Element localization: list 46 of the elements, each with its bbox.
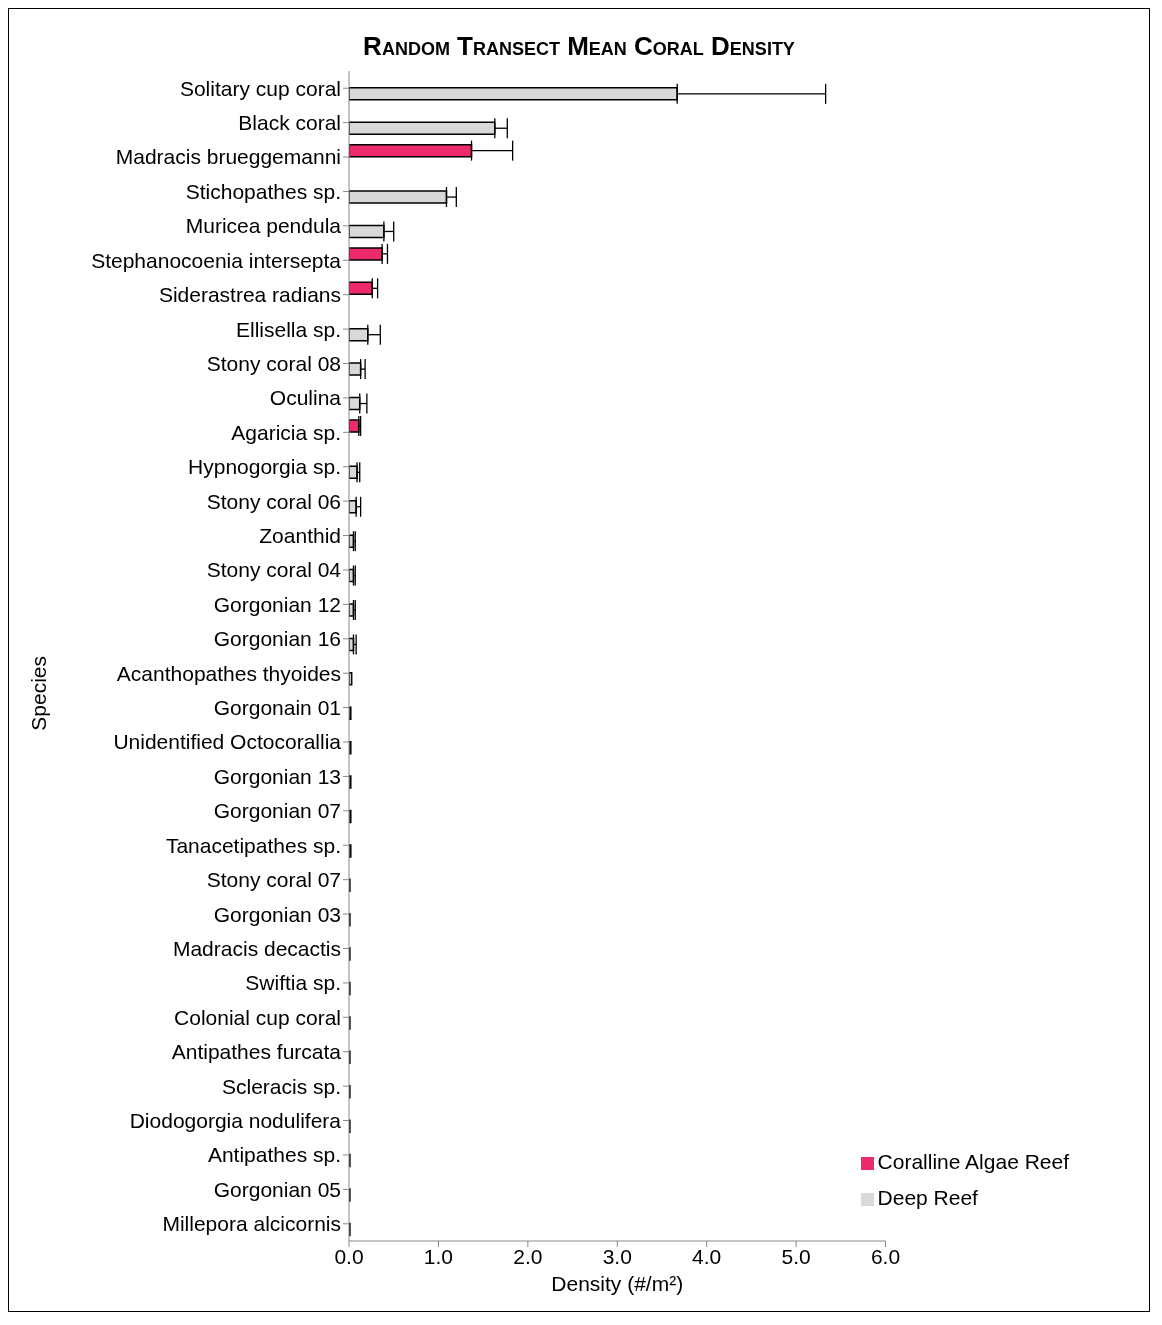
y-tick-label: Ellisella sp. — [235, 317, 341, 341]
x-axis-title: Density (#/m²) — [551, 1272, 684, 1295]
x-tick-label: 4.0 — [692, 1244, 722, 1268]
y-tick-label: Black coral — [238, 111, 341, 135]
y-tick-label: Muricea pendula — [185, 214, 342, 238]
x-tick-label: 0.0 — [334, 1244, 364, 1268]
x-tick-label: 2.0 — [513, 1244, 543, 1268]
y-tick-label: Unidentified Octocorallia — [113, 730, 342, 754]
y-tick-label: Oculina — [269, 386, 342, 410]
y-tick-label: Gorgonian 12 — [213, 592, 341, 616]
y-tick-label: Hypnogorgia sp. — [188, 455, 341, 479]
y-tick-label: Swiftia sp. — [245, 971, 341, 995]
y-tick-label: Gorgonian 16 — [213, 627, 341, 651]
legend-label: Coralline Algae Reef — [877, 1150, 1069, 1173]
y-tick-label: Madracis decactis — [172, 936, 341, 960]
legend-label: Deep Reef — [877, 1186, 978, 1209]
y-tick-label: Tanacetipathes sp. — [165, 833, 341, 857]
y-tick-label: Millepora alcicornis — [162, 1212, 341, 1236]
y-axis-title: Species — [27, 656, 51, 731]
chart-title: Random Transect Mean Coral Density — [362, 30, 796, 63]
y-tick-label: Stony coral 07 — [206, 868, 341, 892]
y-tick-label: Scleracis sp. — [221, 1074, 341, 1098]
y-tick-label: Stony coral 06 — [206, 489, 341, 513]
y-tick-label: Gorgonian 05 — [213, 1177, 341, 1201]
x-tick-label: 3.0 — [602, 1244, 632, 1268]
x-tick-label: 6.0 — [870, 1244, 901, 1268]
y-tick-label: Gorgonian 07 — [213, 799, 341, 823]
y-tick-label: Acanthopathes thyoides — [116, 661, 341, 685]
y-tick-label: Zoanthid — [259, 524, 341, 548]
x-tick-label: 1.0 — [423, 1244, 454, 1268]
y-tick-label: Colonial cup coral — [174, 1005, 341, 1029]
y-tick-label: Antipathes furcata — [171, 1040, 342, 1064]
y-tick-label: Stichopathes sp. — [185, 179, 341, 203]
y-tick-label: Stony coral 04 — [206, 558, 342, 582]
y-tick-label: Gorgonian 13 — [213, 764, 341, 788]
x-tick-label: 5.0 — [781, 1244, 811, 1268]
y-tick-label: Stephanocoenia intersepta — [91, 248, 342, 272]
y-tick-label: Gorgonain 01 — [213, 696, 341, 720]
y-tick-label: Diodogorgia nodulifera — [129, 1109, 342, 1133]
y-tick-label: Agaricia sp. — [231, 420, 341, 444]
y-tick-label: Madracis brueggemanni — [115, 145, 341, 169]
y-tick-label: Antipathes sp. — [207, 1143, 341, 1167]
y-tick-label: Stony coral 08 — [206, 351, 341, 375]
y-tick-label: Solitary cup coral — [179, 76, 341, 100]
y-tick-label: Siderastrea radians — [158, 283, 341, 307]
y-tick-label: Gorgonian 03 — [213, 902, 341, 926]
